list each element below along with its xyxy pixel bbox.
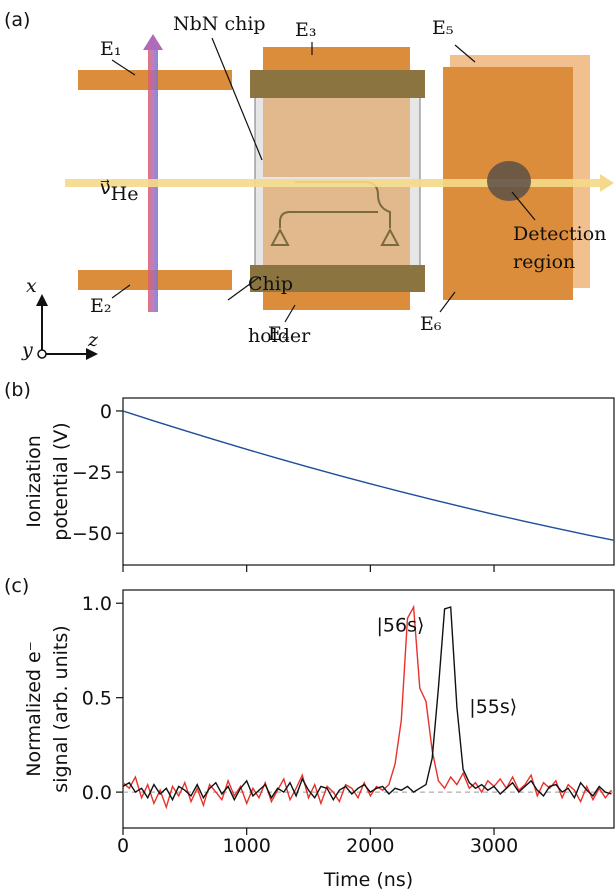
electrode-label: E₂ bbox=[90, 295, 112, 317]
electrode-label: E₅ bbox=[432, 17, 454, 39]
y-tick-label: 1.0 bbox=[82, 593, 112, 615]
annotation: |55s⟩ bbox=[469, 696, 517, 718]
laser-arrow bbox=[143, 34, 163, 50]
holder-label: Chip bbox=[248, 273, 293, 295]
y-tick-label: 0.5 bbox=[82, 688, 112, 710]
leader bbox=[111, 59, 136, 76]
chip bbox=[263, 187, 410, 265]
y-tick-label: 0.0 bbox=[82, 782, 112, 804]
axis-arrowhead bbox=[36, 294, 48, 306]
y-axis-label: Ionization bbox=[23, 435, 45, 528]
x-tick-label: 2000 bbox=[346, 835, 394, 857]
leader bbox=[511, 191, 536, 221]
holder-label: holder bbox=[248, 325, 311, 347]
y-axis-label: potential (V) bbox=[50, 422, 72, 540]
plot-frame bbox=[122, 397, 615, 566]
diagram: NbN chip E₁ E₂ E₃ E₄ E₅ E₆ ν⃗He Chip hol… bbox=[21, 13, 614, 361]
leader bbox=[227, 277, 259, 301]
panel-label: (b) bbox=[4, 379, 31, 401]
x-tick-label: 0 bbox=[117, 835, 129, 857]
x-axis-label: Time (ns) bbox=[323, 869, 413, 891]
detection-label: region bbox=[513, 251, 575, 273]
annotation: |56s⟩ bbox=[377, 615, 425, 637]
axis-origin bbox=[37, 349, 47, 359]
x-tick-label: 3000 bbox=[470, 835, 518, 857]
y-tick-label: −25 bbox=[72, 462, 112, 484]
axis-name: y bbox=[21, 339, 33, 361]
y-tick-label: 0 bbox=[100, 401, 112, 423]
data-line bbox=[122, 604, 613, 810]
leader bbox=[211, 37, 263, 161]
leader bbox=[284, 304, 296, 323]
pad bbox=[270, 227, 290, 246]
beam-sub: He bbox=[111, 183, 139, 205]
electrode bbox=[263, 47, 410, 72]
data-line bbox=[122, 606, 612, 802]
electrode bbox=[263, 288, 410, 310]
beam-symbol: ν⃗ bbox=[100, 177, 111, 199]
plot-frame bbox=[122, 589, 615, 829]
panel-label: (c) bbox=[4, 575, 29, 597]
data-line bbox=[122, 410, 615, 541]
leader bbox=[454, 44, 476, 63]
y-axis-label: signal (arb. units) bbox=[50, 625, 72, 792]
atom-beam-arrow bbox=[600, 174, 614, 192]
electrode-label: E₄ bbox=[268, 323, 290, 345]
axis-name: z bbox=[87, 329, 99, 351]
leader bbox=[111, 284, 131, 299]
pad bbox=[380, 227, 400, 246]
holder-bar bbox=[250, 265, 425, 292]
beam-label: ν⃗He bbox=[100, 177, 138, 205]
detection-label: Detection bbox=[513, 223, 606, 245]
atom-beam bbox=[65, 179, 603, 187]
chip bbox=[263, 98, 410, 177]
electrode-label: E₆ bbox=[420, 313, 442, 335]
electrode-label: E₃ bbox=[295, 19, 317, 41]
panel-label: (a) bbox=[4, 9, 30, 31]
chip-label: NbN chip bbox=[173, 13, 266, 35]
x-tick-label: 1000 bbox=[222, 835, 270, 857]
detection-region bbox=[487, 161, 531, 201]
leader bbox=[439, 291, 456, 313]
y-tick-label: −50 bbox=[72, 523, 112, 545]
electrode-label: E₁ bbox=[100, 38, 122, 60]
holder-bar bbox=[250, 70, 425, 98]
y-axis-label: Normalized e⁻ bbox=[23, 641, 45, 777]
axis-arrowhead bbox=[86, 348, 98, 360]
axis-name: x bbox=[26, 275, 37, 297]
